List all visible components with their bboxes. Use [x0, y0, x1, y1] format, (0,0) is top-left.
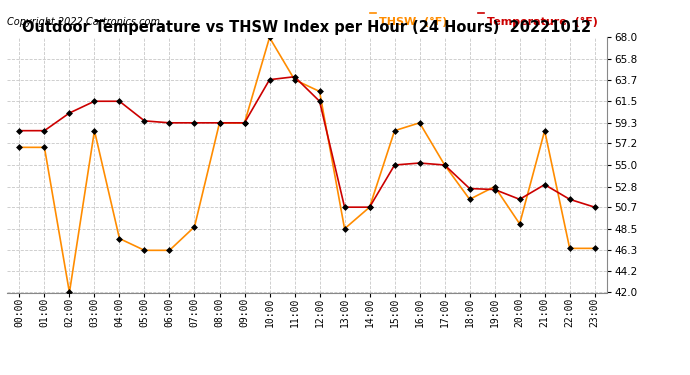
Temperature  (°F): [491, 187, 499, 192]
Temperature  (°F): [515, 197, 524, 202]
Temperature  (°F): [315, 99, 324, 104]
Line: THSW  (°F): THSW (°F): [17, 35, 597, 295]
THSW  (°F): [515, 222, 524, 226]
Temperature  (°F): [240, 121, 248, 125]
Temperature  (°F): [215, 121, 224, 125]
Temperature  (°F): [40, 128, 48, 133]
THSW  (°F): [566, 246, 574, 250]
Temperature  (°F): [115, 99, 124, 104]
Temperature  (°F): [66, 111, 74, 115]
Temperature  (°F): [166, 121, 174, 125]
THSW  (°F): [440, 163, 449, 167]
THSW  (°F): [340, 226, 348, 231]
Temperature  (°F): [566, 197, 574, 202]
THSW  (°F): [90, 128, 99, 133]
Temperature  (°F): [290, 75, 299, 79]
Text: Temperature  (°F): Temperature (°F): [487, 17, 598, 27]
THSW  (°F): [115, 236, 124, 241]
Temperature  (°F): [440, 163, 449, 167]
THSW  (°F): [66, 290, 74, 295]
THSW  (°F): [315, 89, 324, 94]
Temperature  (°F): [415, 161, 424, 165]
THSW  (°F): [366, 205, 374, 209]
Temperature  (°F): [540, 182, 549, 187]
THSW  (°F): [40, 145, 48, 150]
Temperature  (°F): [340, 205, 348, 209]
Text: THSW  (°F): THSW (°F): [379, 17, 447, 27]
Text: Copyright 2022 Cartronics.com: Copyright 2022 Cartronics.com: [7, 17, 160, 27]
THSW  (°F): [591, 246, 599, 250]
THSW  (°F): [140, 248, 148, 253]
THSW  (°F): [491, 184, 499, 189]
THSW  (°F): [266, 35, 274, 40]
THSW  (°F): [190, 225, 199, 229]
THSW  (°F): [166, 248, 174, 253]
THSW  (°F): [15, 145, 23, 150]
THSW  (°F): [466, 197, 474, 202]
Temperature  (°F): [366, 205, 374, 209]
THSW  (°F): [290, 77, 299, 82]
THSW  (°F): [215, 121, 224, 125]
THSW  (°F): [391, 128, 399, 133]
Line: Temperature  (°F): Temperature (°F): [17, 75, 597, 209]
Temperature  (°F): [466, 186, 474, 191]
THSW  (°F): [415, 121, 424, 125]
Temperature  (°F): [15, 128, 23, 133]
Temperature  (°F): [591, 205, 599, 209]
Title: Outdoor Temperature vs THSW Index per Hour (24 Hours)  20221012: Outdoor Temperature vs THSW Index per Ho…: [23, 20, 591, 35]
Temperature  (°F): [190, 121, 199, 125]
Temperature  (°F): [266, 77, 274, 82]
Temperature  (°F): [140, 118, 148, 123]
THSW  (°F): [540, 128, 549, 133]
Temperature  (°F): [391, 163, 399, 167]
THSW  (°F): [240, 121, 248, 125]
Temperature  (°F): [90, 99, 99, 104]
